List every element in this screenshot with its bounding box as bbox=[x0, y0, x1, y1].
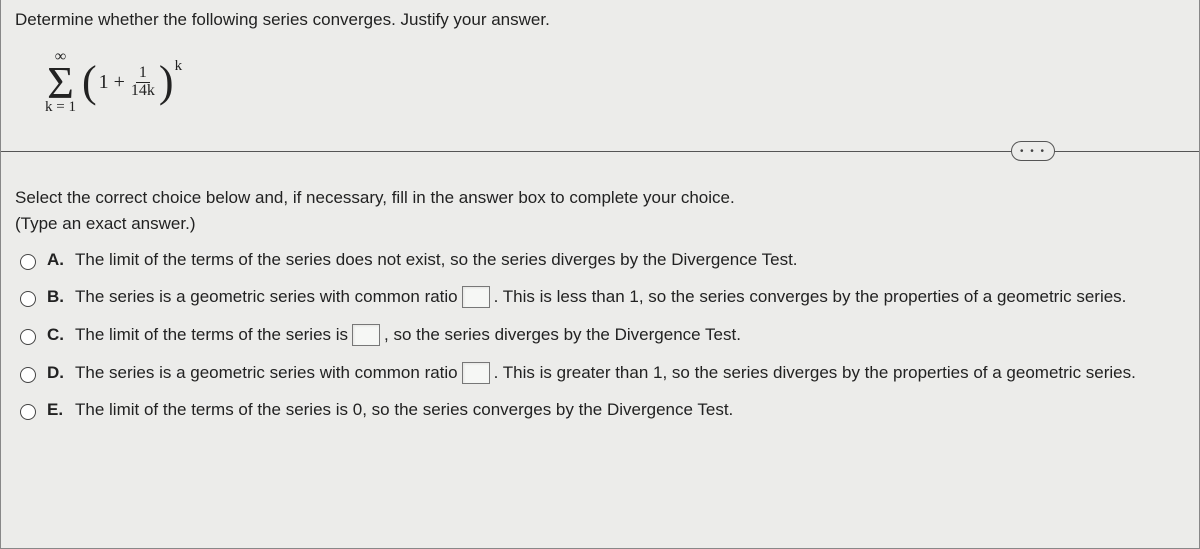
choice-e[interactable]: E. The limit of the terms of the series … bbox=[15, 400, 1185, 420]
choice-letter-a: A. bbox=[47, 250, 67, 270]
answer-box-c[interactable] bbox=[352, 324, 380, 346]
choice-list: A. The limit of the terms of the series … bbox=[15, 250, 1185, 420]
choice-b-post: . This is less than 1, so the series con… bbox=[494, 287, 1127, 307]
choice-c-pre: The limit of the terms of the series is bbox=[75, 325, 348, 345]
radio-c[interactable] bbox=[20, 329, 36, 345]
exponent: k bbox=[175, 58, 183, 75]
term-lead: 1 + bbox=[99, 71, 125, 94]
radio-d[interactable] bbox=[20, 367, 36, 383]
question-prompt: Determine whether the following series c… bbox=[15, 10, 1185, 30]
radio-a[interactable] bbox=[20, 254, 36, 270]
choice-d-pre: The series is a geometric series with co… bbox=[75, 363, 458, 383]
choice-d-post: . This is greater than 1, so the series … bbox=[494, 363, 1136, 383]
more-button[interactable]: • • • bbox=[1011, 141, 1055, 161]
choice-letter-d: D. bbox=[47, 363, 67, 383]
fraction-numerator: 1 bbox=[136, 65, 150, 83]
instruction-line-1: Select the correct choice below and, if … bbox=[15, 188, 735, 207]
choice-letter-e: E. bbox=[47, 400, 67, 420]
fraction: 1 14k bbox=[129, 65, 157, 100]
choice-b-pre: The series is a geometric series with co… bbox=[75, 287, 458, 307]
radio-b[interactable] bbox=[20, 291, 36, 307]
fraction-denominator: 14k bbox=[129, 83, 157, 100]
section-divider: • • • bbox=[15, 141, 1185, 161]
left-paren: ( bbox=[82, 64, 97, 99]
radio-e[interactable] bbox=[20, 404, 36, 420]
sigma-symbol: Σ bbox=[47, 63, 74, 102]
choice-text-e: The limit of the terms of the series is … bbox=[75, 400, 733, 420]
choice-c[interactable]: C. The limit of the terms of the series … bbox=[15, 324, 1185, 346]
choice-c-post: , so the series diverges by the Divergen… bbox=[384, 325, 741, 345]
choice-letter-b: B. bbox=[47, 287, 67, 307]
answer-box-d[interactable] bbox=[462, 362, 490, 384]
instruction-line-2: (Type an exact answer.) bbox=[15, 214, 195, 233]
choice-a[interactable]: A. The limit of the terms of the series … bbox=[15, 250, 1185, 270]
instructions: Select the correct choice below and, if … bbox=[15, 185, 1185, 236]
right-paren: ) bbox=[159, 64, 174, 99]
choice-d[interactable]: D. The series is a geometric series with… bbox=[15, 362, 1185, 384]
formula: ∞ Σ k = 1 ( 1 + 1 14k ) k bbox=[15, 42, 1185, 123]
sigma-lower-limit: k = 1 bbox=[45, 100, 76, 115]
choice-letter-c: C. bbox=[47, 325, 67, 345]
choice-b[interactable]: B. The series is a geometric series with… bbox=[15, 286, 1185, 308]
answer-box-b[interactable] bbox=[462, 286, 490, 308]
question-panel: { "question": { "prompt": "Determine whe… bbox=[0, 0, 1200, 549]
choice-text-a: The limit of the terms of the series doe… bbox=[75, 250, 798, 270]
